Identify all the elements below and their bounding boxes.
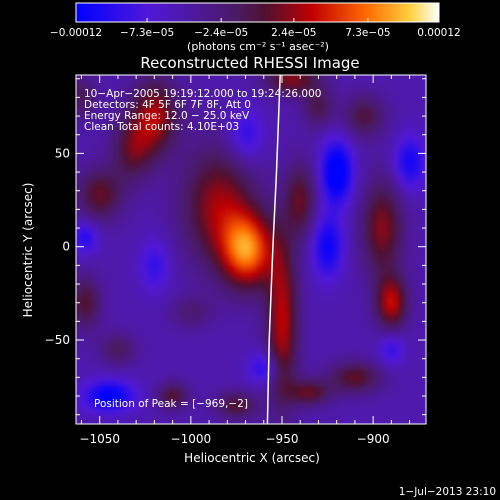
colorbar-tick-label: −7.3e−05: [120, 27, 174, 39]
footer-timestamp: 1−Jul−2013 23:10: [399, 486, 496, 498]
info-time-range: 10−Apr−2005 19:19:12.000 to 19:24:26.000: [84, 88, 321, 100]
colorbar-ticks: −0.00012 −7.3e−05 −2.4e−05 2.4e−05 7.3e−05 0.…: [50, 18, 461, 39]
y-tick-label: −50: [45, 333, 70, 347]
colorbar-tick-label: 7.3e−05: [345, 27, 390, 39]
observation-info: 10−Apr−2005 19:19:12.000 to 19:24:26.000…: [84, 88, 321, 133]
solar-limb-line: [266, 75, 281, 424]
plot-frame: [75, 74, 427, 425]
colorbar-label: (photons cm⁻² s⁻¹ asec⁻²): [187, 40, 329, 53]
chart-title: Reconstructed RHESSI Image: [140, 54, 359, 72]
x-tick-label: −950: [266, 432, 299, 446]
info-clean-counts: Clean Total counts: 4.10E+03: [84, 121, 239, 133]
info-detectors: Detectors: 4F 5F 6F 7F 8F, Att 0: [84, 99, 251, 111]
info-energy-range: Energy Range: 12.0 − 25.0 keV: [84, 110, 250, 122]
y-tick-label: 50: [55, 146, 70, 160]
colorbar-tick-label: 0.00012: [417, 27, 460, 39]
colorbar-tick-label: −2.4e−05: [194, 27, 248, 39]
x-axis-ticks: −1050 −1000 −950 −900: [79, 75, 411, 446]
y-axis-ticks: −50 0 50: [45, 78, 426, 416]
colorbar: [75, 2, 440, 23]
y-tick-label: 0: [62, 240, 70, 254]
y-axis-label: Heliocentric Y (arcsec): [21, 183, 35, 318]
colorbar-tick-label: 2.4e−05: [271, 27, 316, 39]
x-tick-label: −900: [357, 432, 390, 446]
peak-position: Position of Peak = [−969,−2]: [94, 398, 248, 410]
x-axis-label: Heliocentric X (arcsec): [184, 451, 320, 465]
heatmap-image: [76, 75, 426, 424]
colorbar-tick-label: −0.00012: [50, 27, 102, 39]
x-tick-label: −1050: [79, 432, 120, 446]
x-tick-label: −1000: [171, 432, 212, 446]
